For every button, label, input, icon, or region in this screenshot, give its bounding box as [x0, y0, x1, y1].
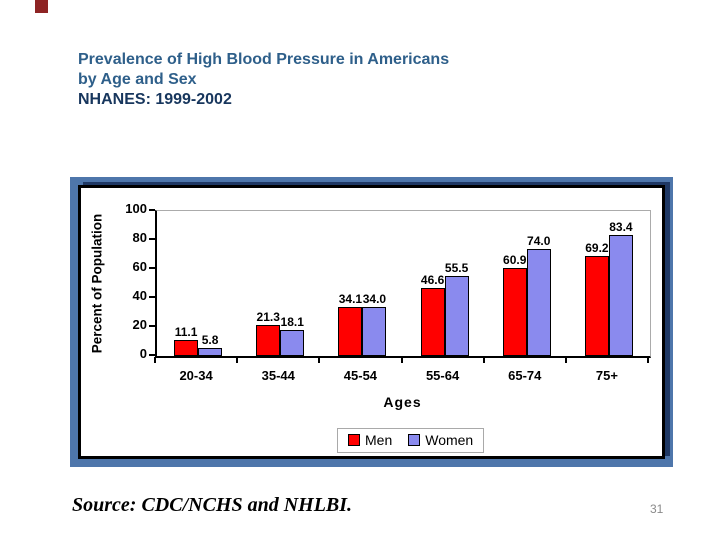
legend-item-women: Women — [408, 432, 473, 448]
y-tick-mark — [149, 209, 155, 211]
legend-label-women: Women — [425, 432, 474, 448]
value-label: 18.1 — [280, 314, 304, 329]
y-tick-label: 20 — [132, 317, 147, 332]
bar-women: 5.8 — [198, 333, 223, 356]
value-label: 69.2 — [585, 240, 609, 255]
chart-frame: Percent of Population 11.1 5.8 21.3 18.1 34.… — [78, 185, 665, 459]
bar-men: 34.1 — [338, 292, 363, 356]
bar-men: 60.9 — [502, 253, 527, 356]
x-tick-label: 65-74 — [508, 368, 542, 383]
x-tick-label: 35-44 — [261, 368, 295, 383]
bar-group: 21.3 18.1 — [239, 211, 321, 356]
title-line-3: NHANES: 1999-2002 — [78, 91, 232, 108]
bar-group: 46.6 55.5 — [404, 211, 486, 356]
legend-swatch-men-icon — [348, 434, 360, 446]
bar-women: 83.4 — [608, 220, 633, 356]
bar-group: 34.1 34.0 — [321, 211, 403, 356]
page-number: 31 — [650, 502, 664, 516]
y-tick-label: 40 — [132, 288, 147, 303]
chart-panel: Percent of Population 11.1 5.8 21.3 18.1 34.… — [70, 177, 673, 467]
x-tick-label: 45-54 — [343, 368, 378, 383]
bar-group: 11.1 5.8 — [157, 211, 239, 356]
bar-men: 11.1 — [174, 325, 199, 356]
y-tick-mark — [149, 354, 155, 356]
title-line-1: Prevalence of High Blood Pressure in Ame… — [78, 51, 450, 68]
y-tick-label: 100 — [125, 201, 147, 216]
value-label: 83.4 — [609, 220, 633, 235]
value-label: 21.3 — [256, 310, 280, 325]
legend: Men Women — [337, 428, 485, 453]
accent-mark — [35, 0, 48, 13]
x-tick-mark — [154, 357, 156, 363]
x-tick-mark — [400, 357, 403, 363]
slide-title: Prevalence of High Blood Pressure in Ame… — [78, 50, 449, 110]
value-label: 11.1 — [174, 324, 198, 339]
bar-men: 69.2 — [584, 241, 609, 356]
y-tick-mark — [149, 296, 155, 298]
bar-men: 46.6 — [420, 273, 445, 356]
plot-area: 11.1 5.8 21.3 18.1 34.1 34.0 46.6 55.5 60.9 74.0 6… — [155, 210, 651, 358]
y-tick-mark — [149, 238, 155, 240]
x-tick-label: 20-34 — [179, 368, 213, 383]
value-label: 74.0 — [527, 233, 551, 248]
x-tick-mark — [564, 357, 567, 363]
y-tick-mark — [149, 325, 155, 327]
x-axis-title: Ages — [383, 394, 422, 410]
bar-women: 34.0 — [362, 292, 387, 356]
x-tick-mark — [318, 357, 321, 363]
y-tick-label: 80 — [132, 230, 147, 245]
value-label: 34.0 — [362, 291, 387, 306]
legend-swatch-women-icon — [408, 434, 421, 446]
x-tick-label: 75+ — [595, 368, 618, 383]
bar-men: 21.3 — [256, 310, 281, 356]
y-tick-label: 60 — [132, 259, 147, 274]
value-label: 46.6 — [420, 273, 445, 288]
bar-women: 18.1 — [280, 315, 305, 356]
value-label: 34.1 — [338, 291, 363, 306]
x-tick-mark — [482, 357, 485, 363]
legend-item-men: Men — [348, 432, 392, 448]
bar-group: 69.2 83.4 — [568, 211, 650, 356]
bar-women: 74.0 — [526, 234, 551, 356]
x-tick-mark — [647, 357, 649, 363]
legend-label-men: Men — [365, 432, 393, 448]
value-label: 55.5 — [444, 260, 469, 275]
y-tick-label: 0 — [139, 346, 147, 361]
x-tick-mark — [236, 357, 239, 363]
x-tick-label: 55-64 — [425, 368, 460, 383]
value-label: 60.9 — [503, 252, 527, 267]
title-line-2: by Age and Sex — [78, 71, 197, 88]
y-tick-mark — [149, 267, 155, 269]
source-text: Source: CDC/NCHS and NHLBI. — [72, 494, 353, 516]
bar-group: 60.9 74.0 — [486, 211, 568, 356]
value-label: 5.8 — [201, 332, 219, 347]
bar-women: 55.5 — [444, 261, 469, 356]
